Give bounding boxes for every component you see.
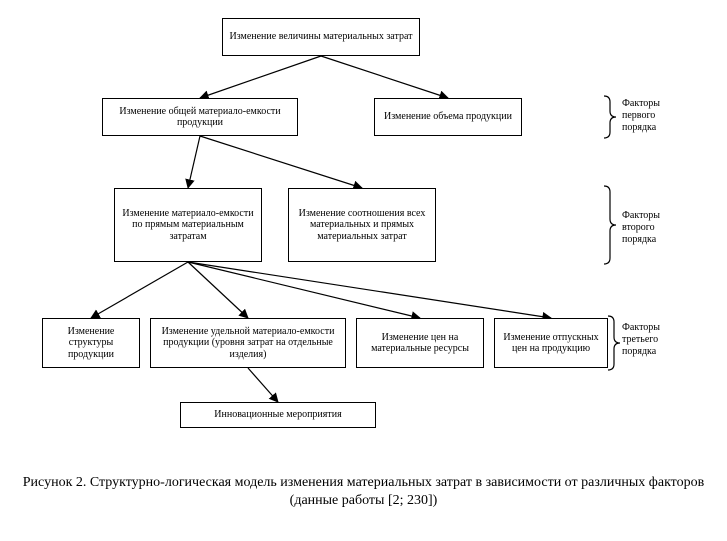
flowchart-node: Инновационные мероприятия xyxy=(180,402,376,428)
figure-caption: Рисунок 2. Структурно-логическая модель … xyxy=(0,474,727,510)
edges-layer xyxy=(0,0,727,541)
flowchart-node: Изменение цен на материальные ресурсы xyxy=(356,318,484,368)
factor-level-label: Факторывторогопорядка xyxy=(622,210,660,246)
flowchart-node: Изменение удельной материало-емкости про… xyxy=(150,318,346,368)
factor-level-label: Факторыпервогопорядка xyxy=(622,98,660,134)
flowchart-node: Изменение отпускных цен на продукцию xyxy=(494,318,608,368)
flowchart-node: Изменение структуры продукции xyxy=(42,318,140,368)
flowchart-node: Изменение величины материальных затрат xyxy=(222,18,420,56)
flowchart-node: Изменение объема продукции xyxy=(374,98,522,136)
factor-level-label: Факторытретьегопорядка xyxy=(622,322,660,358)
flowchart-node: Изменение соотношения всех материальных … xyxy=(288,188,436,262)
flowchart-node: Изменение общей материало-емкости продук… xyxy=(102,98,298,136)
flowchart-node: Изменение материало-емкости по прямым ма… xyxy=(114,188,262,262)
